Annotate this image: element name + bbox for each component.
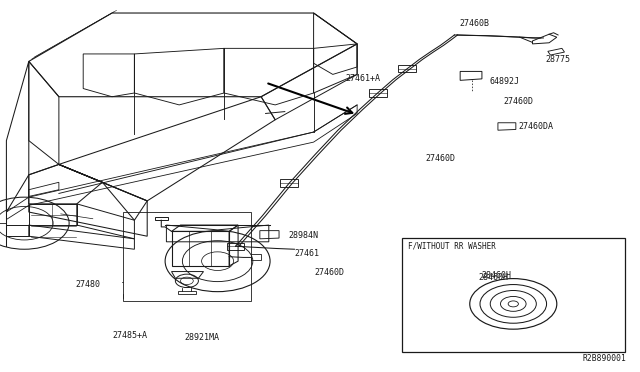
Bar [402, 238, 625, 352]
Polygon shape [166, 225, 269, 242]
Text: 27480: 27480 [76, 280, 100, 289]
Text: 28460H: 28460H [479, 273, 509, 282]
Text: 27460D: 27460D [426, 154, 456, 163]
Text: 27460DA: 27460DA [518, 122, 554, 131]
Text: F/WITHOUT RR WASHER: F/WITHOUT RR WASHER [408, 242, 496, 251]
Bar [123, 212, 251, 301]
Text: 64892J: 64892J [490, 77, 520, 86]
Text: 27485+A: 27485+A [112, 331, 147, 340]
Text: 27460D: 27460D [315, 268, 345, 277]
Text: 28775: 28775 [545, 55, 570, 64]
Text: 27460D: 27460D [503, 97, 533, 106]
Text: 28921MA: 28921MA [184, 333, 220, 342]
Text: R2B890001: R2B890001 [582, 354, 626, 363]
Text: 27461: 27461 [294, 249, 319, 258]
Text: 27461+A: 27461+A [346, 74, 381, 83]
Text: 28460H: 28460H [481, 272, 511, 280]
Text: 28984N: 28984N [288, 231, 318, 240]
Text: 27460B: 27460B [460, 19, 490, 28]
